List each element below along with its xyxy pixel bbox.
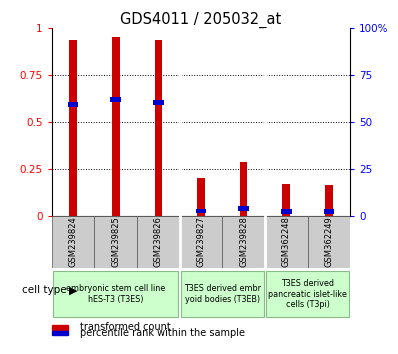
Bar bbox=[196, 209, 206, 213]
Text: GSM362248: GSM362248 bbox=[282, 217, 291, 267]
Text: GSM239825: GSM239825 bbox=[111, 217, 120, 267]
Bar bbox=[94, 216, 137, 268]
Bar bbox=[110, 97, 121, 102]
Title: GDS4011 / 205032_at: GDS4011 / 205032_at bbox=[120, 12, 282, 28]
Bar bbox=[283, 184, 290, 216]
Text: GSM362249: GSM362249 bbox=[324, 217, 334, 267]
Bar bbox=[324, 209, 334, 214]
Bar bbox=[137, 216, 179, 268]
Bar bbox=[53, 272, 178, 317]
Bar bbox=[265, 216, 308, 268]
Text: percentile rank within the sample: percentile rank within the sample bbox=[80, 328, 245, 338]
Text: ▶: ▶ bbox=[69, 285, 78, 295]
Bar bbox=[52, 325, 68, 330]
Text: cell type: cell type bbox=[22, 285, 67, 295]
Bar bbox=[69, 40, 77, 216]
Text: transformed count: transformed count bbox=[80, 322, 171, 332]
Bar bbox=[222, 216, 265, 268]
Text: T3ES derived
pancreatic islet-like
cells (T3pi): T3ES derived pancreatic islet-like cells… bbox=[268, 279, 347, 309]
Bar bbox=[52, 216, 94, 268]
Text: GSM239828: GSM239828 bbox=[239, 217, 248, 267]
Bar bbox=[266, 272, 349, 317]
Bar bbox=[325, 185, 333, 216]
Bar bbox=[154, 40, 162, 216]
Bar bbox=[179, 216, 222, 268]
Bar bbox=[181, 272, 263, 317]
Text: GSM239827: GSM239827 bbox=[197, 217, 205, 267]
Bar bbox=[281, 209, 292, 214]
Text: GSM239824: GSM239824 bbox=[68, 217, 78, 267]
Text: T3ES derived embr
yoid bodies (T3EB): T3ES derived embr yoid bodies (T3EB) bbox=[184, 285, 261, 304]
Text: GSM239826: GSM239826 bbox=[154, 217, 163, 267]
Text: embryonic stem cell line
hES-T3 (T3ES): embryonic stem cell line hES-T3 (T3ES) bbox=[66, 285, 165, 304]
Bar bbox=[240, 162, 248, 216]
Bar bbox=[197, 178, 205, 216]
Bar bbox=[68, 102, 78, 107]
Bar bbox=[112, 37, 119, 216]
Bar bbox=[238, 206, 249, 211]
Bar bbox=[308, 216, 350, 268]
Bar bbox=[52, 331, 68, 335]
Bar bbox=[153, 100, 164, 105]
